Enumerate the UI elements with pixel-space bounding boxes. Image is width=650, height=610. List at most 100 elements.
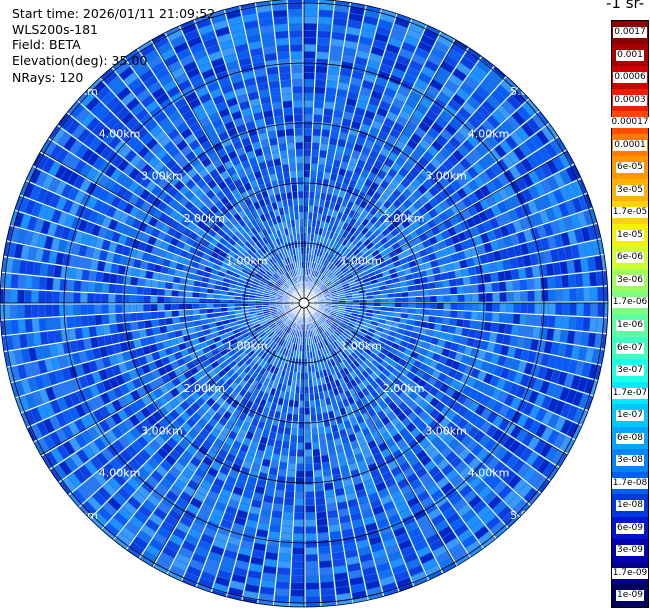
ppi-range-bin: [249, 394, 257, 403]
ppi-range-bin: [401, 308, 409, 314]
ppi-range-bin: [223, 341, 232, 349]
ray-gap-line: [272, 302, 305, 606]
ppi-range-bin: [346, 325, 354, 331]
ppi-range-bin: [257, 314, 265, 318]
ppi-range-bin: [157, 502, 171, 514]
ppi-range-bin: [234, 456, 244, 466]
ppi-range-bin: [128, 369, 138, 380]
ppi-range-bin: [248, 424, 257, 434]
ppi-range-bin: [3, 305, 11, 319]
ppi-range-bin: [266, 481, 276, 490]
ppi-range-bin: [337, 422, 345, 431]
ppi-range-bin: [153, 533, 168, 545]
ppi-range-bin: [146, 475, 159, 488]
ppi-range-bin: [336, 586, 350, 595]
ppi-range-bin: [462, 385, 472, 397]
ppi-range-bin: [373, 368, 382, 377]
ppi-range-bin: [546, 383, 557, 397]
ppi-range-bin: [508, 495, 523, 509]
ppi-range-bin: [443, 310, 451, 318]
ppi-range-bin: [385, 340, 393, 347]
ppi-range-bin: [220, 349, 228, 357]
ppi-range-bin: [50, 400, 61, 414]
ppi-range-bin: [400, 367, 410, 376]
ppi-range-bin: [373, 310, 380, 315]
ppi-range-bin: [118, 435, 130, 448]
ppi-range-bin: [340, 465, 350, 474]
ppi-range-bin: [407, 381, 417, 390]
ppi-range-bin: [203, 423, 214, 433]
ppi-range-bin: [136, 386, 147, 398]
ray-gap-line: [125, 302, 305, 550]
ppi-range-bin: [369, 352, 378, 360]
ppi-range-bin: [237, 553, 251, 563]
ppi-range-bin: [281, 86, 292, 95]
ppi-range-bin: [445, 387, 456, 397]
ppi-range-bin: [368, 492, 380, 502]
ppi-range-bin: [291, 428, 298, 436]
ppi-range-bin: [163, 414, 174, 425]
ppi-range-bin: [372, 505, 385, 515]
ppi-range-bin: [485, 303, 493, 312]
ppi-range-bin: [323, 361, 329, 369]
ppi-range-bin: [313, 121, 322, 129]
ppi-range-bin: [350, 379, 358, 387]
ppi-range-bin: [391, 368, 400, 377]
ppi-range-bin: [209, 514, 222, 525]
ppi-range-bin: [224, 327, 233, 333]
ppi-range-bin: [165, 347, 174, 356]
ppi-range-bin: [290, 44, 303, 52]
ppi-range-bin: [546, 328, 555, 341]
ppi-range-bin: [113, 472, 126, 486]
ppi-range-bin: [137, 278, 145, 287]
ppi-range-bin: [417, 379, 427, 389]
ppi-range-bin: [333, 331, 340, 337]
ppi-range-bin: [550, 370, 561, 384]
ppi-range-bin: [331, 402, 339, 411]
ppi-range-bin: [291, 336, 295, 343]
ppi-range-bin: [498, 404, 510, 417]
ppi-range-bin: [351, 313, 359, 317]
ppi-range-bin: [151, 319, 159, 327]
ppi-range-bin: [345, 357, 353, 365]
ppi-range-bin: [296, 372, 301, 380]
ppi-range-bin: [170, 421, 181, 432]
ppi-range-bin: [337, 386, 344, 394]
ppi-range-bin: [352, 424, 361, 433]
ppi-range-bin: [464, 365, 474, 376]
ppi-range-bin: [315, 371, 320, 379]
ppi-range-bin: [429, 309, 437, 316]
ppi-range-bin: [187, 479, 199, 491]
ppi-range-bin: [541, 303, 549, 315]
ppi-range-bin: [427, 484, 440, 496]
ppi-range-bin: [161, 356, 170, 366]
ray-gap-line: [68, 302, 305, 496]
ppi-range-bin: [320, 398, 326, 406]
ppi-range-bin: [390, 557, 405, 569]
ppi-range-bin: [158, 281, 166, 289]
ppi-range-bin: [232, 328, 241, 335]
ppi-range-bin: [497, 355, 507, 367]
ray-gap-line: [303, 302, 509, 529]
ppi-range-bin: [136, 436, 148, 448]
ppi-range-bin: [149, 380, 159, 391]
ppi-range-bin: [192, 553, 207, 564]
ppi-range-bin: [159, 273, 167, 282]
ppi-range-bin: [344, 311, 352, 316]
ppi-range-bin: [224, 436, 235, 446]
ppi-range-bin: [240, 362, 248, 371]
ppi-range-bin: [122, 351, 131, 362]
ppi-range-bin: [325, 397, 332, 405]
ppi-range-bin: [63, 441, 76, 456]
ppi-range-bin: [312, 128, 321, 136]
ppi-range-bin: [492, 461, 505, 475]
ppi-range-bin: [102, 482, 116, 496]
ppi-range-bin: [440, 446, 453, 458]
ppi-range-bin: [450, 303, 458, 310]
ppi-range-bin: [236, 509, 248, 519]
ppi-range-bin: [295, 149, 303, 157]
ppi-range-bin: [259, 320, 267, 325]
ppi-range-bin: [313, 336, 317, 343]
ppi-range-bin: [292, 414, 299, 422]
ppi-range-bin: [323, 108, 334, 117]
